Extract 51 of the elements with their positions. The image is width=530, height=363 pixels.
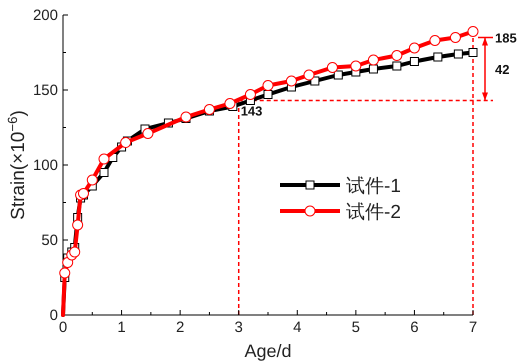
legend-label: 试件-1 — [346, 176, 401, 197]
point — [78, 188, 89, 199]
point — [264, 90, 272, 99]
legend-label: 试件-2 — [346, 202, 401, 223]
point — [69, 246, 80, 258]
point — [244, 89, 256, 100]
point — [450, 32, 461, 43]
point — [86, 174, 98, 186]
text: 42 — [495, 62, 510, 77]
x-tick-label: 5 — [352, 319, 360, 336]
ref-line-label: 143 — [240, 104, 262, 118]
y-tick-label: 0 — [50, 307, 58, 324]
point — [368, 64, 378, 74]
point — [180, 112, 192, 122]
point — [468, 26, 478, 37]
point — [429, 35, 440, 46]
y-tick-label: 50 — [41, 232, 58, 249]
point — [262, 80, 274, 91]
x-tick-label: 4 — [293, 319, 302, 336]
point — [142, 128, 154, 139]
point — [310, 76, 320, 86]
x-tick-label: 3 — [234, 319, 243, 336]
point — [98, 154, 110, 164]
point — [410, 57, 419, 66]
x-tick-label: 6 — [410, 319, 419, 336]
x-tick-label: 7 — [468, 319, 478, 336]
point — [391, 50, 402, 61]
y-tick-label: 100 — [32, 157, 58, 174]
point — [334, 70, 343, 80]
point — [368, 54, 379, 66]
point — [224, 98, 236, 109]
point — [204, 104, 215, 115]
point — [100, 168, 108, 177]
point — [304, 70, 314, 80]
y-tick-label: 150 — [32, 82, 58, 99]
y-tick-label: 200 — [32, 7, 58, 24]
point — [392, 62, 402, 70]
point — [59, 268, 70, 278]
x-tick-label: 2 — [176, 319, 184, 336]
point — [120, 137, 132, 148]
point — [326, 62, 338, 73]
ref-line-label: 185 — [495, 30, 517, 46]
x-axis-title: Age/d — [244, 341, 292, 361]
point — [433, 52, 442, 62]
point — [408, 42, 420, 54]
x-tick-label: 1 — [117, 319, 126, 336]
point — [468, 48, 478, 57]
point — [454, 50, 463, 58]
point — [350, 60, 362, 72]
point — [72, 220, 84, 230]
point — [286, 76, 297, 86]
